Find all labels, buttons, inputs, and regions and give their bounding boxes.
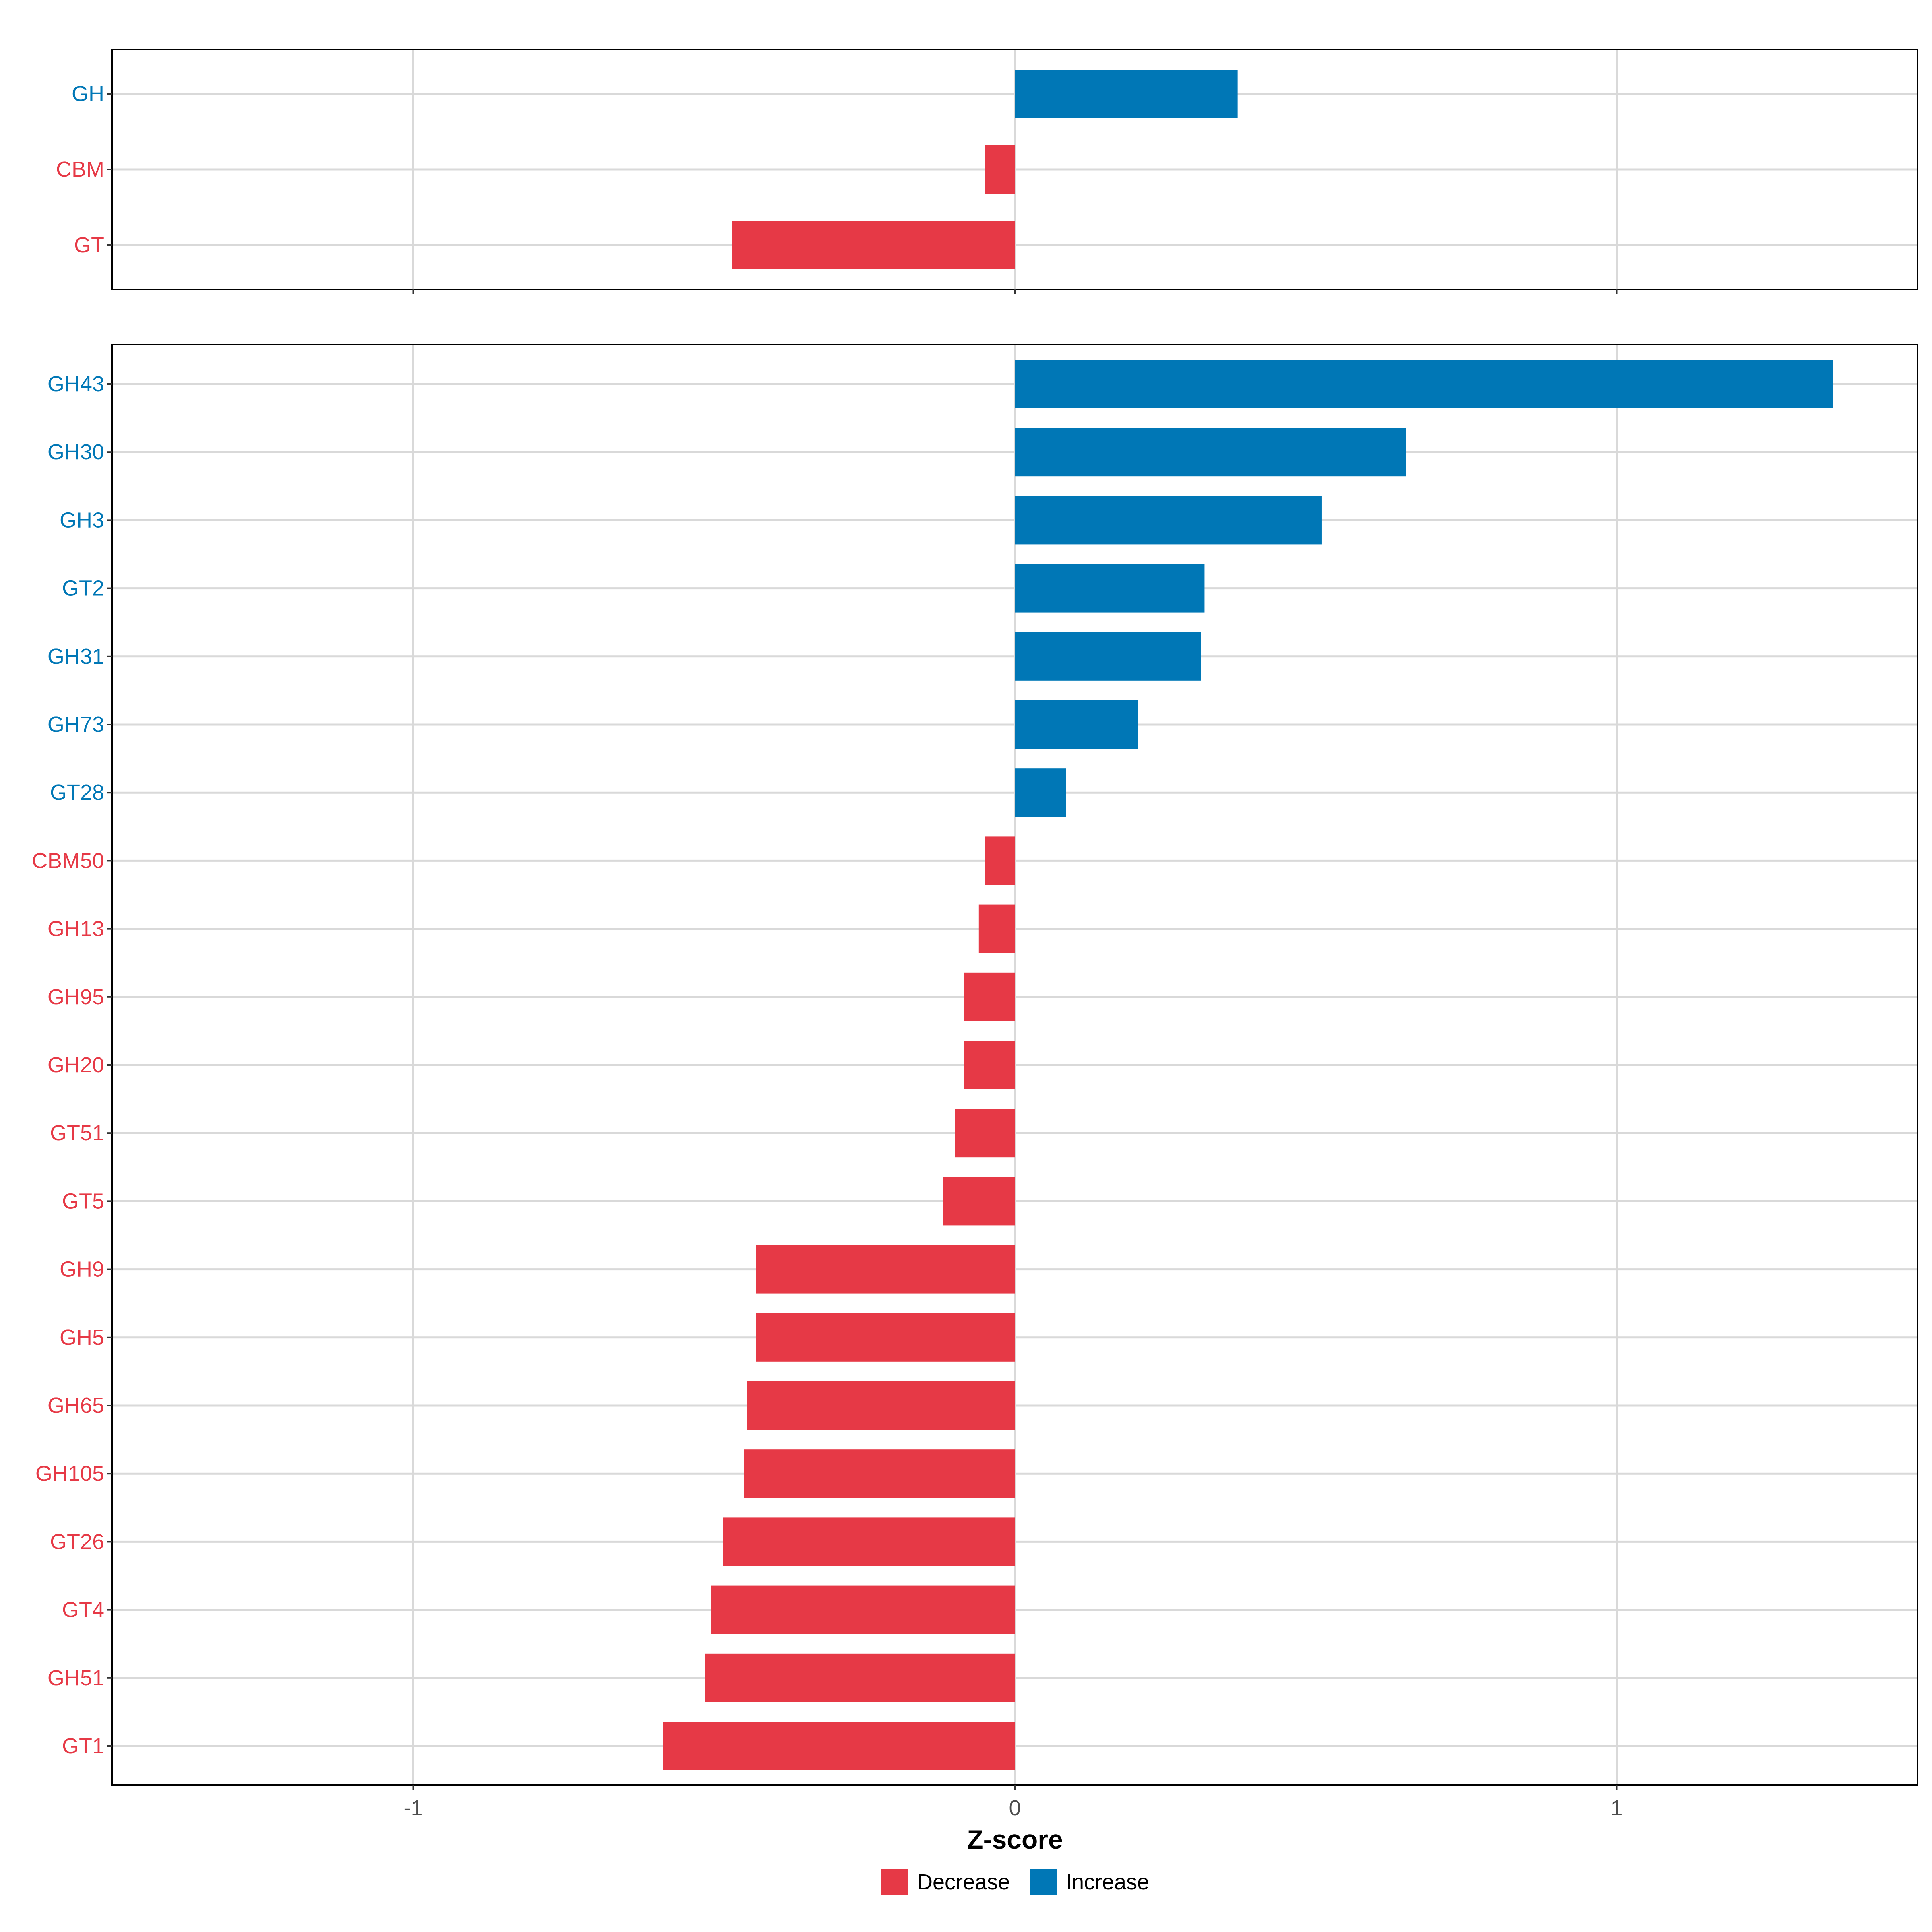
category-label-gt1: GT1 (62, 1734, 104, 1758)
panel-subfamily: GH43 GH30 GH3 GT2 GH31 GH73 GT28 CBM50 GH13 GH95 G… (32, 344, 1918, 1790)
category-label-gh: GH (72, 82, 104, 106)
category-label-gh30: GH30 (47, 440, 104, 464)
category-label-gh9: GH9 (60, 1257, 104, 1282)
category-label-gh105: GH105 (35, 1461, 104, 1486)
bar-gh105 (744, 1449, 1015, 1498)
bar-gh13 (978, 904, 1015, 953)
panel-family: GH CBM GT (56, 49, 1918, 294)
bar-gh9 (756, 1245, 1015, 1294)
bar-cbm (985, 145, 1015, 194)
bar-gt5 (943, 1177, 1015, 1226)
category-label-gt: GT (74, 233, 104, 257)
bar-gh31 (1015, 632, 1201, 681)
category-label-gh65: GH65 (47, 1393, 104, 1418)
bar-gh73 (1015, 700, 1138, 749)
bar-gh5 (756, 1313, 1015, 1362)
bar-cbm50 (985, 836, 1015, 885)
category-label-gh20: GH20 (47, 1053, 104, 1077)
category-label-gh95: GH95 (47, 985, 104, 1009)
bar-gh65 (747, 1381, 1015, 1430)
category-label-gh5: GH5 (60, 1325, 104, 1350)
bar-gt51 (955, 1109, 1015, 1158)
bar-gh (1015, 70, 1238, 118)
x-axis-title: Z-score (967, 1825, 1063, 1854)
bar-gh20 (964, 1041, 1015, 1089)
category-label-cbm50: CBM50 (32, 848, 104, 873)
category-label-gt2: GT2 (62, 576, 104, 601)
x-tick-label: 0 (1009, 1796, 1021, 1820)
bar-gt28 (1015, 768, 1066, 817)
category-label-gt28: GT28 (50, 780, 104, 805)
bar-gh51 (705, 1653, 1015, 1702)
bar-gt26 (723, 1517, 1015, 1566)
category-label-gt5: GT5 (62, 1189, 104, 1213)
x-tick-label: 1 (1610, 1796, 1622, 1820)
bar-gt2 (1015, 564, 1205, 613)
legend: Decrease Increase (881, 1869, 1149, 1895)
category-label-gt26: GT26 (50, 1530, 104, 1554)
category-label-gh13: GH13 (47, 917, 104, 941)
legend-swatch-increase (1030, 1869, 1057, 1895)
category-label-gh51: GH51 (47, 1666, 104, 1690)
legend-swatch-decrease (881, 1869, 908, 1895)
legend-label-decrease: Decrease (917, 1870, 1010, 1894)
x-tick-label: -1 (403, 1796, 423, 1820)
category-label-gh3: GH3 (60, 508, 104, 532)
bar-gh95 (964, 972, 1015, 1021)
category-label-gt4: GT4 (62, 1598, 104, 1622)
bar-gh30 (1015, 428, 1406, 477)
category-label-cbm: CBM (56, 157, 104, 182)
bar-gt (732, 221, 1015, 269)
category-label-gh31: GH31 (47, 644, 104, 669)
category-label-gt51: GT51 (50, 1121, 104, 1145)
bar-gh43 (1015, 360, 1833, 408)
bar-gt4 (711, 1585, 1015, 1634)
legend-label-increase: Increase (1066, 1870, 1149, 1894)
bar-gt1 (663, 1722, 1015, 1770)
category-label-gh43: GH43 (47, 372, 104, 396)
category-label-gh73: GH73 (47, 712, 104, 737)
bar-gh3 (1015, 496, 1322, 545)
